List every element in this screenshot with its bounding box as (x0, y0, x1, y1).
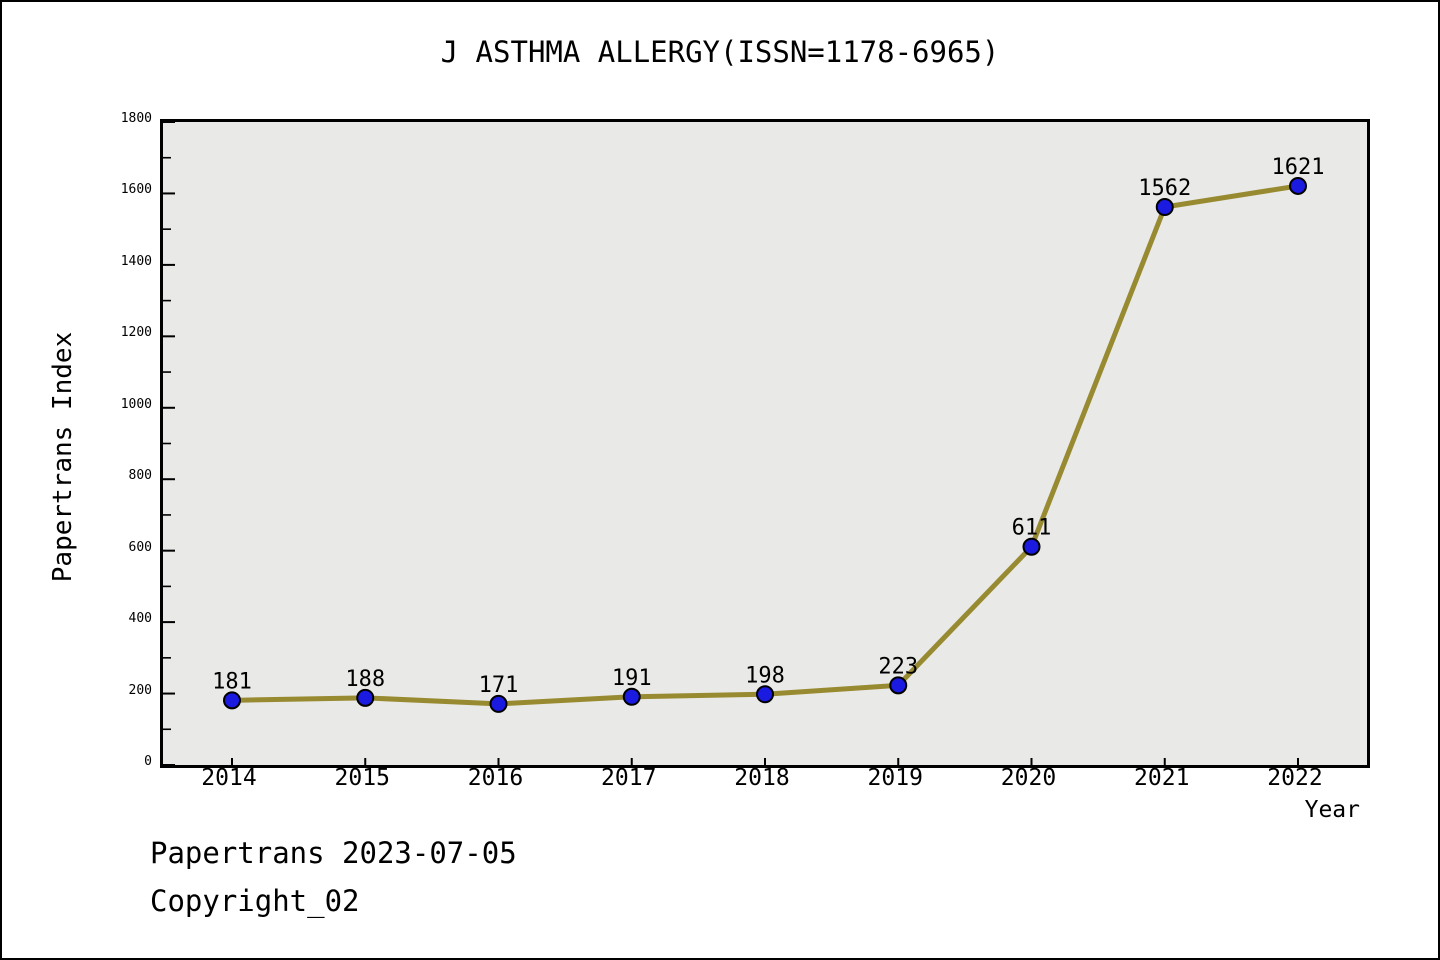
x-tick-label: 2021 (1134, 765, 1190, 791)
data-point-label-2020: 611 (1012, 516, 1052, 541)
data-point-label-2018: 198 (745, 663, 785, 688)
data-point-label-2022: 1621 (1272, 155, 1325, 180)
data-point-label-2019: 223 (878, 654, 918, 679)
data-point-label-2017: 191 (612, 666, 652, 691)
y-tick-label: 0 (144, 754, 152, 769)
data-point-2014 (223, 691, 241, 710)
plot-background (163, 122, 1367, 765)
chart-canvas: 181 188 171 191 198 223 611 1562 1621 (160, 119, 1370, 768)
footer-date: Papertrans 2023-07-05 (150, 836, 517, 870)
y-tick-label: 1400 (120, 253, 152, 269)
y-axis-label: Papertrans Index (48, 331, 78, 583)
y-tick-label: 1600 (120, 182, 152, 198)
footer-copyright: Copyright_02 (150, 884, 360, 918)
x-tick-label: 2019 (867, 765, 923, 791)
x-tick-label: 2018 (734, 765, 790, 791)
x-tick-label: 2014 (201, 765, 257, 791)
x-tick-label: 2015 (334, 765, 390, 791)
x-tick-label: 2017 (601, 765, 657, 791)
data-point-2017 (622, 687, 641, 706)
y-tick-label: 1800 (120, 111, 152, 126)
data-point-label-2016: 171 (479, 673, 519, 698)
y-tick-label: 1200 (120, 325, 152, 341)
y-tick-label: 800 (128, 468, 152, 484)
data-point-2018 (756, 685, 774, 704)
y-tick-label: 400 (128, 611, 152, 627)
data-point-2022 (1289, 176, 1307, 195)
data-point-2021 (1155, 198, 1174, 217)
data-point-label-2021: 1562 (1138, 176, 1191, 201)
y-tick-label: 600 (128, 539, 152, 555)
x-tick-label: 2016 (467, 765, 524, 791)
data-point-2016 (489, 694, 508, 713)
data-point-2019 (889, 676, 908, 695)
y-tick-label: 200 (128, 682, 152, 698)
data-point-label-2015: 188 (345, 667, 385, 692)
y-tick-label: 1000 (120, 396, 152, 412)
data-point-2020 (1022, 537, 1041, 556)
chart-title: J ASTHMA ALLERGY(ISSN=1178-6965) (440, 35, 1000, 69)
data-point-2015 (356, 688, 375, 707)
x-tick-label: 2020 (1000, 765, 1057, 791)
x-axis-label: Year (1304, 797, 1360, 823)
data-point-label-2014: 181 (212, 669, 252, 694)
x-tick-label: 2022 (1267, 765, 1323, 791)
